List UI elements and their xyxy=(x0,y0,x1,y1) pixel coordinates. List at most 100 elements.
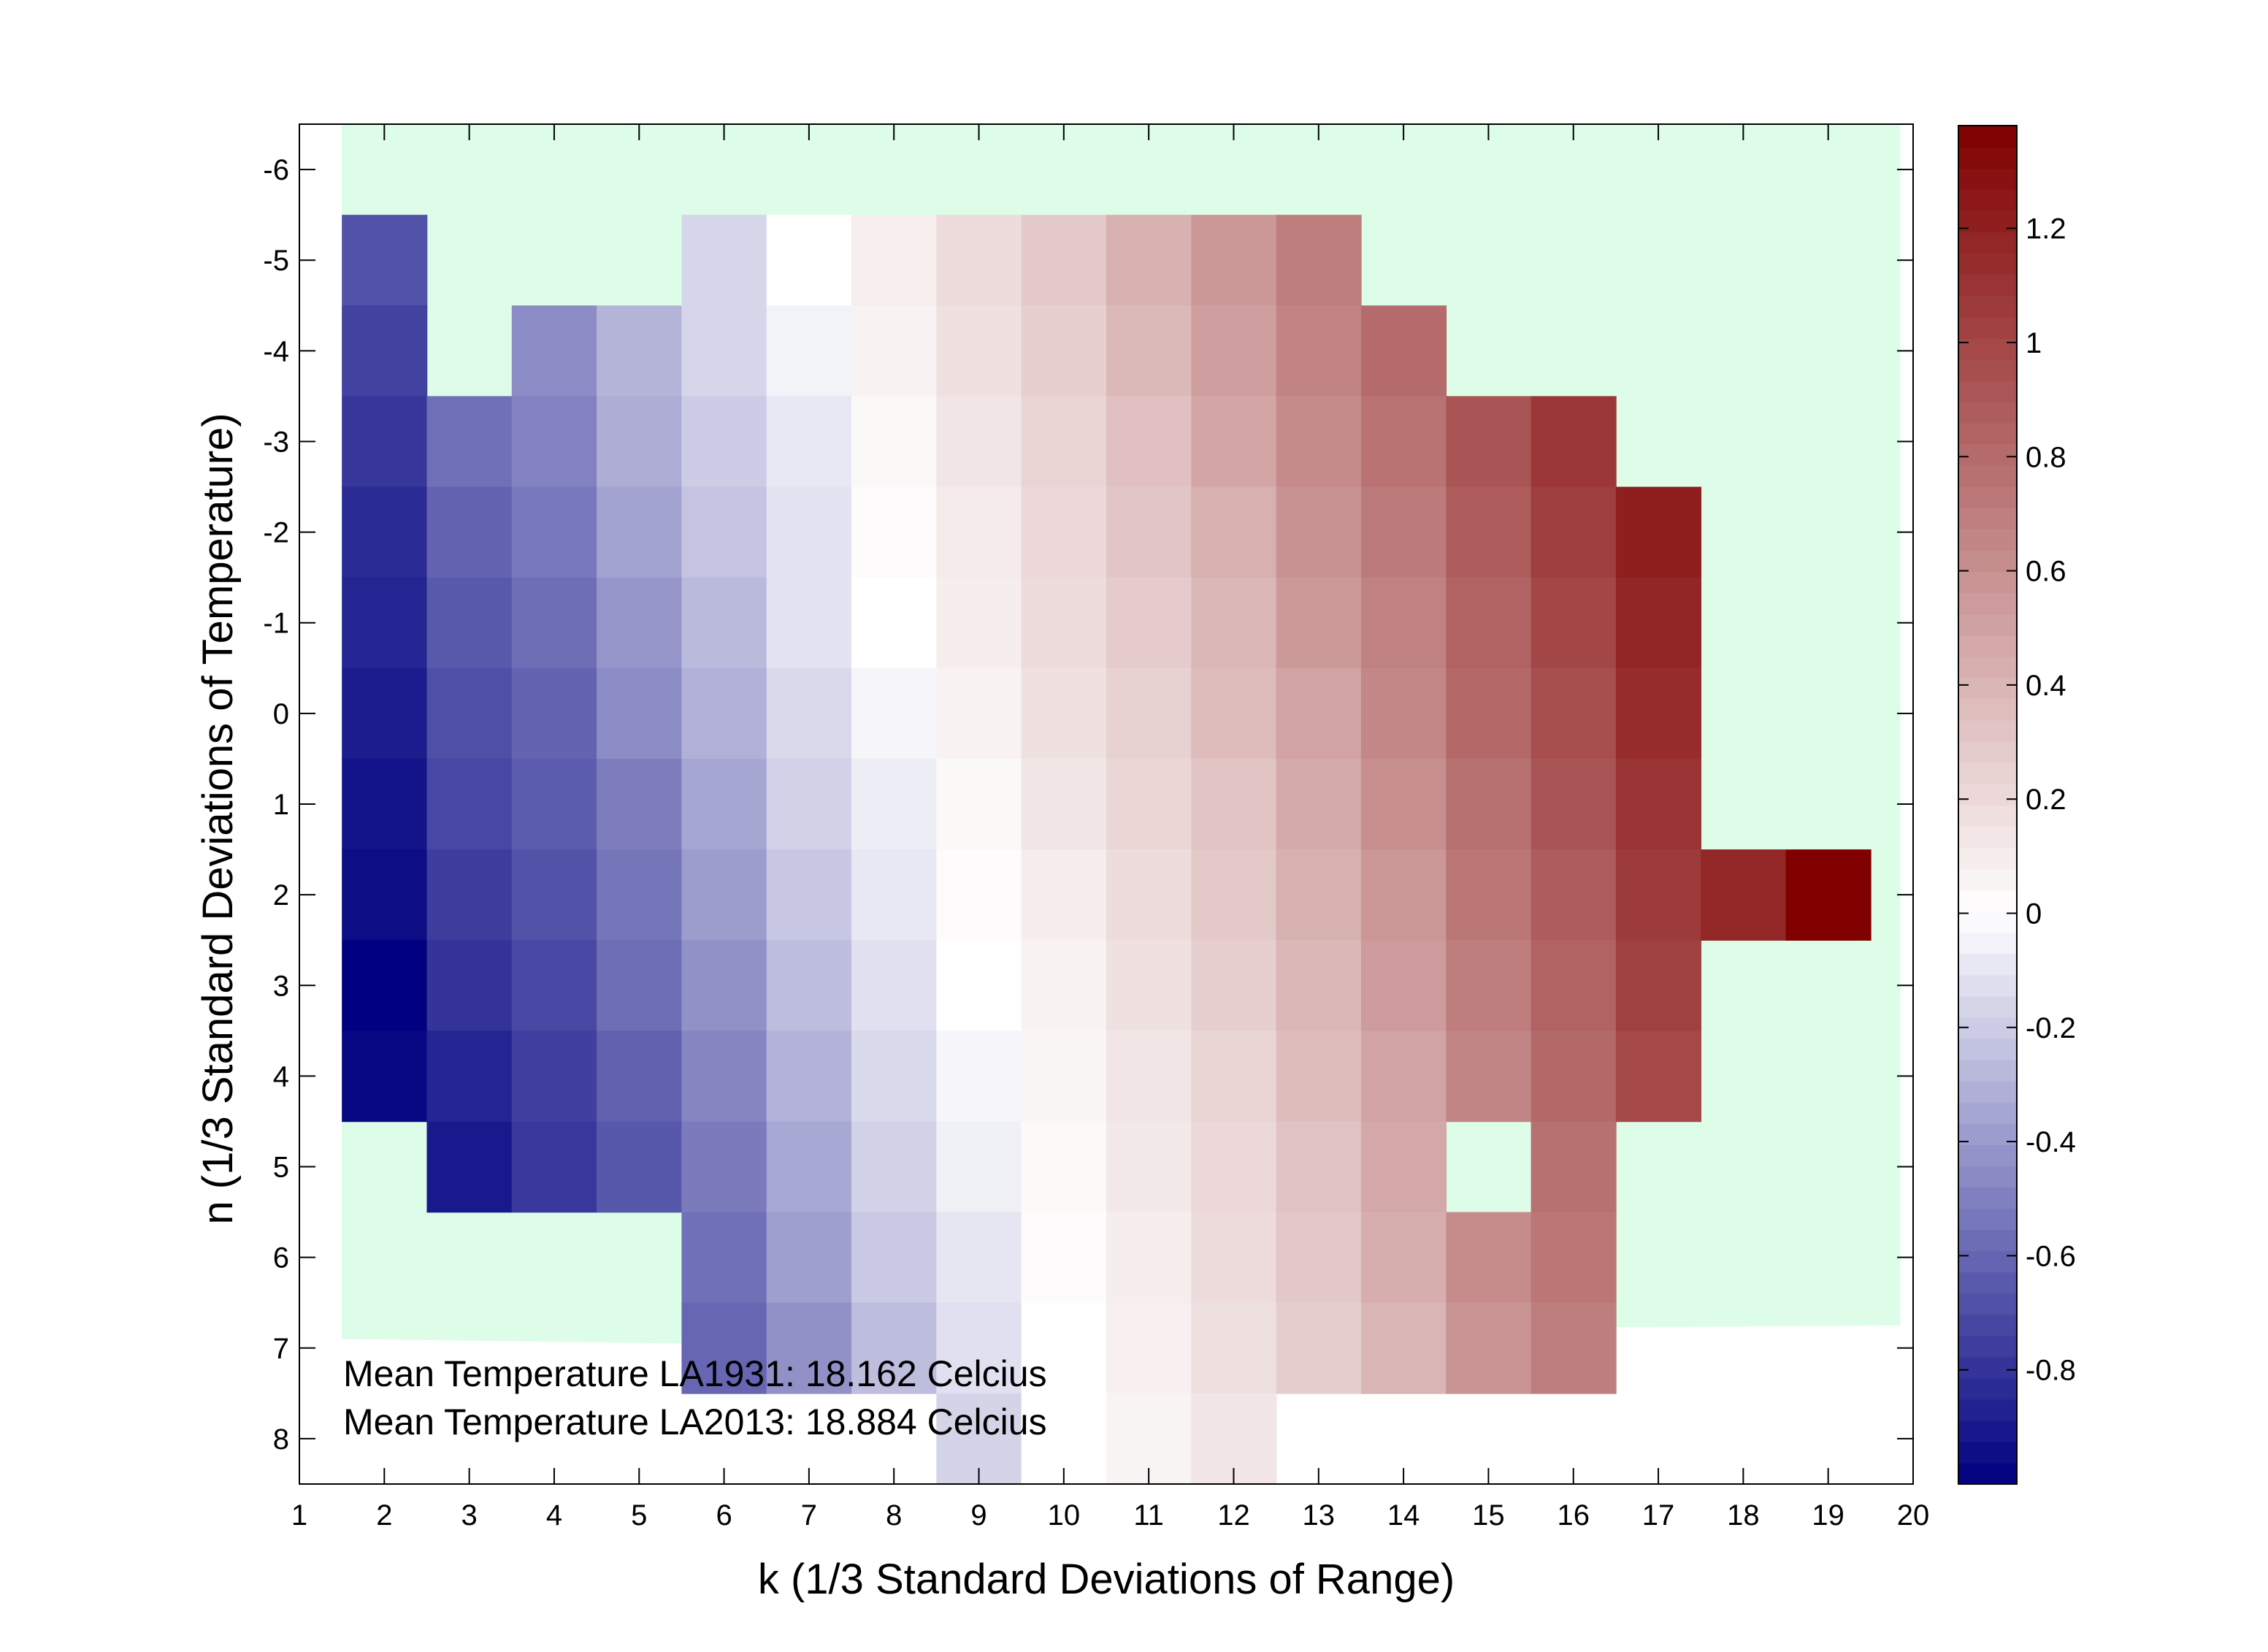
colorbar-swatch xyxy=(1958,168,2017,190)
colorbar-swatch xyxy=(1958,232,2017,254)
x-tick-label: 3 xyxy=(461,1499,478,1531)
colorbar-swatch xyxy=(1958,932,2017,955)
heatmap-cell xyxy=(1021,486,1107,578)
heatmap-cell xyxy=(426,396,513,488)
heatmap-cell xyxy=(426,758,513,850)
heatmap-cell xyxy=(851,1121,938,1213)
colorbar-swatch xyxy=(1958,911,2017,933)
colorbar-swatch xyxy=(1958,486,2017,508)
colorbar-tick-label: 0.2 xyxy=(2026,784,2066,816)
heatmap-cell xyxy=(511,305,597,397)
heatmap-cell xyxy=(1021,1302,1107,1394)
heatmap-cell xyxy=(766,577,852,669)
colorbar-swatch xyxy=(1958,1101,2017,1124)
heatmap-cell xyxy=(681,668,767,760)
heatmap-cell xyxy=(681,1030,767,1123)
heatmap-cell xyxy=(936,215,1022,307)
heatmap-cell xyxy=(426,1030,513,1123)
colorbar-swatch xyxy=(1958,1462,2017,1485)
heatmap-cell xyxy=(936,577,1022,669)
heatmap-cell xyxy=(851,305,938,397)
colorbar-tick-label: -0.8 xyxy=(2026,1355,2076,1387)
heatmap-cell xyxy=(1360,577,1447,669)
heatmap-cell xyxy=(1191,1302,1277,1394)
heatmap-cell xyxy=(342,577,428,669)
annotation-mean-2013: Mean Temperature LA2013: 18.884 Celcius xyxy=(343,1401,1047,1442)
heatmap-cell xyxy=(1021,1212,1107,1304)
y-tick-label: 7 xyxy=(273,1333,289,1365)
colorbar-tick-label: 0.6 xyxy=(2026,556,2066,588)
heatmap-cell xyxy=(1191,396,1277,488)
x-tick-label: 4 xyxy=(546,1499,562,1531)
heatmap-cell xyxy=(936,940,1022,1032)
colorbar-swatch xyxy=(1958,868,2017,891)
heatmap-cell xyxy=(851,1212,938,1304)
colorbar-swatch xyxy=(1958,1038,2017,1060)
heatmap-cell xyxy=(766,849,852,941)
heatmap-cell xyxy=(1106,396,1192,488)
x-tick-label: 5 xyxy=(631,1499,647,1531)
heatmap-cell xyxy=(936,305,1022,397)
heatmap-cell xyxy=(1106,305,1192,397)
colorbar-swatch xyxy=(1958,126,2017,148)
annotation-mean-1931: Mean Temperature LA1931: 18.162 Celcius xyxy=(343,1353,1047,1394)
heatmap-cell xyxy=(681,758,767,850)
heatmap-cell xyxy=(1530,758,1617,850)
colorbar-tick-label: 1 xyxy=(2026,327,2042,359)
heatmap-cell xyxy=(851,758,938,850)
heatmap-cell xyxy=(1360,486,1447,578)
x-axis-title: k (1/3 Standard Deviations of Range) xyxy=(758,1556,1455,1603)
colorbar-swatch xyxy=(1958,762,2017,784)
x-tick-label: 13 xyxy=(1303,1499,1336,1531)
heatmap-cell xyxy=(1276,1121,1362,1213)
heatmap-cell xyxy=(1530,849,1617,941)
heatmap-cell xyxy=(1276,1212,1362,1304)
heatmap-cell xyxy=(1191,758,1277,850)
heatmap-cell xyxy=(1530,486,1617,578)
x-tick-label: 18 xyxy=(1727,1499,1760,1531)
colorbar-tick-label: -0.6 xyxy=(2026,1240,2076,1272)
x-tick-label: 14 xyxy=(1387,1499,1420,1531)
heatmap-cell xyxy=(426,577,513,669)
y-axis-title: n (1/3 Standard Deviations of Temperatur… xyxy=(194,413,242,1224)
y-tick-label: 5 xyxy=(273,1152,289,1184)
heatmap-cell xyxy=(1615,849,1702,941)
colorbar-swatch xyxy=(1958,613,2017,636)
heatmap-cell xyxy=(1530,577,1617,669)
heatmap-cell xyxy=(1276,1302,1362,1394)
heatmap-cell xyxy=(1191,577,1277,669)
colorbar-swatch xyxy=(1958,890,2017,912)
heatmap-cell xyxy=(1446,758,1532,850)
colorbar-swatch xyxy=(1958,316,2017,339)
x-tick-label: 2 xyxy=(376,1499,392,1531)
heatmap-cell xyxy=(511,396,597,488)
heatmap-cell xyxy=(681,486,767,578)
colorbar-swatch xyxy=(1958,422,2017,445)
heatmap-cell xyxy=(681,849,767,941)
colorbar-swatch xyxy=(1958,1356,2017,1379)
colorbar-tick-label: 0.4 xyxy=(2026,670,2066,702)
colorbar-swatch xyxy=(1958,1187,2017,1209)
heatmap-cell xyxy=(597,1121,683,1213)
colorbar-swatch xyxy=(1958,1271,2017,1294)
colorbar-swatch xyxy=(1958,847,2017,869)
heatmap-cell xyxy=(766,1030,852,1123)
x-tick-label: 8 xyxy=(886,1499,902,1531)
heatmap-cell xyxy=(1360,305,1447,397)
colorbar-swatch xyxy=(1958,1335,2017,1358)
heatmap-cell xyxy=(342,486,428,578)
heatmap-cell xyxy=(597,758,683,850)
heatmap-cell xyxy=(1446,577,1532,669)
y-tick-label: 8 xyxy=(273,1423,289,1456)
heatmap-cell xyxy=(681,215,767,307)
heatmap-cell xyxy=(1106,577,1192,669)
heatmap-cell xyxy=(1446,1302,1532,1394)
y-tick-label: 3 xyxy=(273,970,289,1002)
heatmap-cell xyxy=(1276,486,1362,578)
colorbar-swatch xyxy=(1958,189,2017,212)
heatmap-cell xyxy=(1021,1030,1107,1123)
heatmap-cell xyxy=(1360,1121,1447,1213)
heatmap-cell xyxy=(597,305,683,397)
heatmap-cell xyxy=(1615,940,1702,1032)
colorbar-swatch xyxy=(1958,337,2017,360)
